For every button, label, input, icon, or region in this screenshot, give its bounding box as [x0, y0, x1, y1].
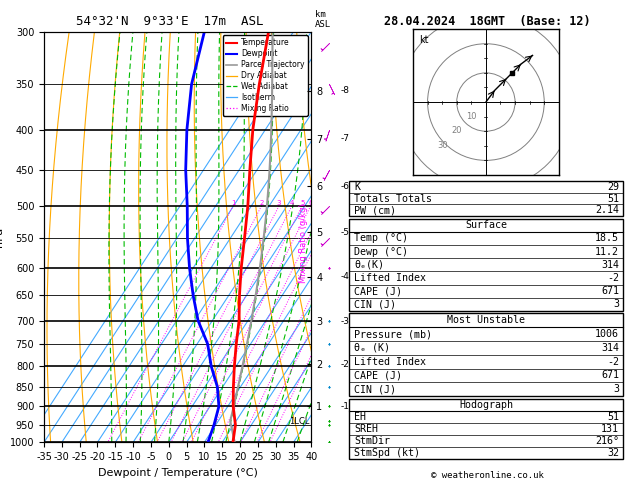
Text: 5: 5: [300, 200, 304, 206]
Text: 30: 30: [437, 141, 448, 150]
Text: CAPE (J): CAPE (J): [354, 286, 402, 296]
X-axis label: Dewpoint / Temperature (°C): Dewpoint / Temperature (°C): [97, 468, 258, 478]
Text: 216°: 216°: [595, 436, 619, 446]
Text: Hodograph: Hodograph: [459, 399, 513, 410]
Text: -2: -2: [607, 357, 619, 366]
Text: Temp (°C): Temp (°C): [354, 233, 408, 243]
Text: CIN (J): CIN (J): [354, 299, 396, 310]
Legend: Temperature, Dewpoint, Parcel Trajectory, Dry Adiabat, Wet Adiabat, Isotherm, Mi: Temperature, Dewpoint, Parcel Trajectory…: [223, 35, 308, 116]
Text: Surface: Surface: [465, 220, 507, 230]
Text: 131: 131: [601, 424, 619, 434]
Y-axis label: hPa: hPa: [0, 227, 4, 247]
Text: Most Unstable: Most Unstable: [447, 315, 525, 325]
Text: θₑ (K): θₑ (K): [354, 343, 390, 353]
Text: PW (cm): PW (cm): [354, 206, 396, 215]
Text: θₑ(K): θₑ(K): [354, 260, 384, 270]
Text: EH: EH: [354, 412, 366, 422]
Text: 20: 20: [452, 126, 462, 136]
Text: 51: 51: [607, 412, 619, 422]
Text: 1LCL: 1LCL: [289, 417, 309, 426]
Text: 51: 51: [607, 193, 619, 204]
Text: SREH: SREH: [354, 424, 378, 434]
Text: 4: 4: [290, 200, 294, 206]
Text: Pressure (mb): Pressure (mb): [354, 329, 432, 339]
Text: 314: 314: [601, 343, 619, 353]
Text: 1: 1: [231, 200, 235, 206]
Text: StmDir: StmDir: [354, 436, 390, 446]
Text: 6: 6: [308, 200, 313, 206]
Text: -5: -5: [341, 227, 350, 237]
Text: CIN (J): CIN (J): [354, 384, 396, 394]
Text: 314: 314: [601, 260, 619, 270]
Text: Mixing Ratio (g/kg): Mixing Ratio (g/kg): [299, 203, 308, 283]
Text: -3: -3: [341, 316, 350, 326]
Text: 671: 671: [601, 370, 619, 381]
Text: kt: kt: [419, 35, 428, 45]
Text: -2: -2: [341, 360, 350, 368]
Text: Totals Totals: Totals Totals: [354, 193, 432, 204]
Text: -7: -7: [341, 135, 350, 143]
Text: -4: -4: [341, 273, 350, 281]
Text: 3: 3: [613, 384, 619, 394]
Text: 11.2: 11.2: [595, 247, 619, 257]
Text: 3: 3: [277, 200, 281, 206]
Text: 32: 32: [607, 448, 619, 458]
Text: CAPE (J): CAPE (J): [354, 370, 402, 381]
Text: 10: 10: [466, 112, 477, 121]
Text: © weatheronline.co.uk: © weatheronline.co.uk: [431, 471, 544, 480]
Text: 2: 2: [259, 200, 264, 206]
Text: 1006: 1006: [595, 329, 619, 339]
Text: 28.04.2024  18GMT  (Base: 12): 28.04.2024 18GMT (Base: 12): [384, 15, 591, 28]
Text: StmSpd (kt): StmSpd (kt): [354, 448, 420, 458]
Text: -2: -2: [607, 273, 619, 283]
Text: -6: -6: [341, 182, 350, 191]
Text: -1: -1: [341, 402, 350, 411]
Text: km
ASL: km ASL: [314, 10, 331, 29]
Text: 29: 29: [607, 182, 619, 191]
Text: 54°32'N  9°33'E  17m  ASL: 54°32'N 9°33'E 17m ASL: [76, 15, 264, 28]
Text: Dewp (°C): Dewp (°C): [354, 247, 408, 257]
Text: 2.14: 2.14: [595, 206, 619, 215]
Text: 18.5: 18.5: [595, 233, 619, 243]
Text: 671: 671: [601, 286, 619, 296]
Text: 3: 3: [613, 299, 619, 310]
Text: Lifted Index: Lifted Index: [354, 357, 426, 366]
Text: Lifted Index: Lifted Index: [354, 273, 426, 283]
Text: K: K: [354, 182, 360, 191]
Text: -8: -8: [341, 87, 350, 95]
